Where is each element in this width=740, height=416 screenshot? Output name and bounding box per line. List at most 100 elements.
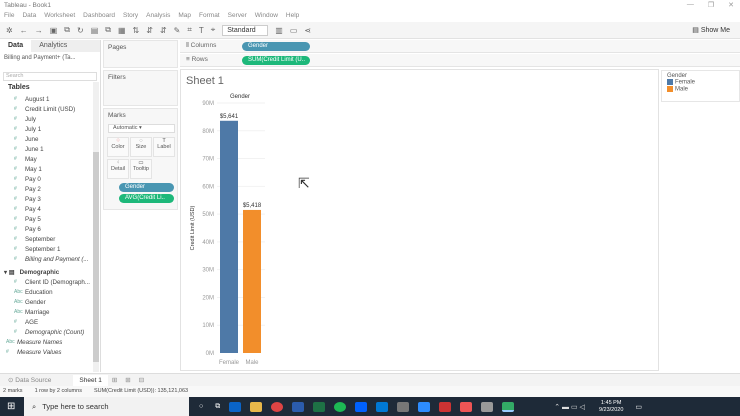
- close-button[interactable]: ✕: [728, 2, 734, 9]
- menu-help[interactable]: Help: [285, 12, 300, 19]
- notifications-icon[interactable]: ▭: [635, 403, 643, 411]
- dropbox-icon[interactable]: [355, 401, 368, 412]
- datasource-name[interactable]: Billing and Payment+ (Ta...: [0, 52, 100, 64]
- field-item[interactable]: Abc Gender: [0, 297, 100, 307]
- word-icon[interactable]: [292, 401, 305, 412]
- tableau-taskbar-icon[interactable]: [502, 401, 515, 412]
- field-item[interactable]: # Client ID (Demograph...: [0, 277, 100, 287]
- field-item[interactable]: Abc Marriage: [0, 307, 100, 317]
- field-item[interactable]: # May: [0, 154, 100, 164]
- rows-shelf[interactable]: ≡ Rows SUM(Credit Limit (U..: [180, 54, 740, 67]
- app-icon[interactable]: [397, 401, 410, 412]
- menu-data[interactable]: Data: [22, 12, 37, 19]
- field-item[interactable]: # AGE: [0, 317, 100, 327]
- tab-data[interactable]: Data: [8, 42, 24, 49]
- highlight-icon[interactable]: ✎: [173, 25, 181, 35]
- new-sheet-icon[interactable]: ▤: [90, 25, 99, 35]
- field-item[interactable]: # Pay 0: [0, 174, 100, 184]
- taskbar-search[interactable]: ⌕ Type here to search: [24, 397, 189, 416]
- file-explorer-icon[interactable]: [250, 401, 263, 412]
- search-input[interactable]: Search: [3, 72, 97, 81]
- menu-dashboard[interactable]: Dashboard: [83, 12, 115, 19]
- task-view-icon[interactable]: ⧉: [215, 402, 221, 410]
- menu-worksheet[interactable]: Worksheet: [44, 12, 76, 19]
- columns-shelf[interactable]: ⦀ Columns Gender: [180, 40, 740, 53]
- presentation-icon[interactable]: ▭: [289, 25, 298, 35]
- new-datasource-icon[interactable]: ⧉: [64, 25, 70, 34]
- clock[interactable]: 1:45 PM 9/23/2020: [599, 400, 623, 414]
- duplicate-icon[interactable]: ⧉: [105, 25, 111, 34]
- field-item[interactable]: # Pay 4: [0, 204, 100, 214]
- field-item[interactable]: # May 1: [0, 164, 100, 174]
- new-sheet-icon[interactable]: ⊞: [111, 377, 118, 384]
- app-icon-3[interactable]: [460, 401, 473, 412]
- spotify-icon[interactable]: [334, 401, 347, 412]
- field-item[interactable]: Abc Measure Names: [0, 337, 100, 347]
- menu-analysis[interactable]: Analysis: [146, 12, 171, 19]
- tab-data-source[interactable]: ⊙ Data Source: [8, 377, 52, 384]
- app-icon-4[interactable]: [481, 401, 494, 412]
- edge-icon[interactable]: [376, 401, 389, 412]
- field-item[interactable]: # Billing and Payment (...: [0, 254, 100, 264]
- menu-window[interactable]: Window: [254, 12, 278, 19]
- columns-gender-pill[interactable]: Gender: [242, 42, 310, 51]
- save-icon[interactable]: ▣: [49, 25, 58, 35]
- chrome-icon[interactable]: [271, 401, 284, 412]
- pages-card[interactable]: Pages: [103, 40, 178, 68]
- new-dashboard-icon[interactable]: ⊞: [125, 377, 131, 384]
- app-icon-2[interactable]: [439, 401, 452, 412]
- field-item[interactable]: # September: [0, 234, 100, 244]
- chart-icon[interactable]: ▥: [275, 25, 283, 35]
- menu-story[interactable]: Story: [122, 12, 139, 19]
- sort-desc-icon[interactable]: ⇵: [159, 25, 167, 35]
- field-item[interactable]: # Demographic (Count): [0, 327, 100, 337]
- field-item[interactable]: # June: [0, 134, 100, 144]
- tray-icons[interactable]: ⌃ ▬ ▭ ◁: [554, 403, 585, 411]
- pin-icon[interactable]: ⌖: [210, 25, 216, 34]
- swap-icon[interactable]: ⇅: [132, 25, 140, 35]
- field-item[interactable]: # July 1: [0, 124, 100, 134]
- excel-icon[interactable]: [313, 401, 326, 412]
- field-item[interactable]: # September 1: [0, 244, 100, 254]
- restore-button[interactable]: ❐: [707, 2, 715, 9]
- field-item[interactable]: # Pay 2: [0, 184, 100, 194]
- table-demographic[interactable]: ▾ ▤ Demographic: [0, 267, 100, 277]
- field-item[interactable]: # Pay 3: [0, 194, 100, 204]
- outlook-icon[interactable]: [229, 401, 242, 412]
- rows-sum-pill[interactable]: SUM(Credit Limit (U..: [242, 56, 310, 65]
- clear-icon[interactable]: ▦: [117, 25, 126, 35]
- field-item[interactable]: # Pay 6: [0, 224, 100, 234]
- labels-icon[interactable]: T: [198, 25, 204, 35]
- group-icon[interactable]: ⌗: [187, 25, 192, 34]
- minimize-button[interactable]: —: [686, 1, 694, 8]
- data-pane-scrollbar[interactable]: [93, 82, 99, 372]
- mark-type-dropdown[interactable]: Automatic ▾: [108, 124, 175, 133]
- label-button[interactable]: T Label: [153, 137, 175, 157]
- field-item[interactable]: # July: [0, 114, 100, 124]
- field-item[interactable]: # Measure Values: [0, 347, 100, 357]
- zoom-icon[interactable]: [418, 401, 431, 412]
- field-item[interactable]: # August 1: [0, 94, 100, 104]
- detail-button[interactable]: ⁖ Detail: [107, 159, 129, 179]
- tab-analytics[interactable]: Analytics: [31, 40, 100, 52]
- menu-file[interactable]: File: [4, 12, 15, 19]
- show-me-button[interactable]: ▤ Show Me: [692, 26, 730, 34]
- windows-start-icon[interactable]: ⊞: [7, 401, 16, 412]
- field-item[interactable]: # June 1: [0, 144, 100, 154]
- menu-server[interactable]: Server: [227, 12, 247, 19]
- sort-asc-icon[interactable]: ⇵: [146, 25, 153, 35]
- new-story-icon[interactable]: ⊟: [138, 377, 145, 384]
- field-item[interactable]: # Credit Limit (USD): [0, 104, 100, 114]
- size-button[interactable]: ◌ Size: [130, 137, 152, 157]
- pause-icon[interactable]: ↻: [76, 25, 84, 35]
- marks-avg-credit-pill[interactable]: AVG(Credit Li..: [119, 194, 174, 203]
- marks-gender-pill[interactable]: Gender: [119, 183, 174, 192]
- forward-icon[interactable]: →: [34, 25, 43, 35]
- fit-dropdown[interactable]: Standard: [222, 24, 269, 36]
- menu-map[interactable]: Map: [178, 12, 192, 19]
- tableau-icon[interactable]: ✲: [6, 25, 13, 35]
- legend-item-male[interactable]: Male: [667, 85, 734, 92]
- field-item[interactable]: # Pay 5: [0, 214, 100, 224]
- filters-card[interactable]: Filters: [103, 70, 178, 106]
- color-button[interactable]: ⁘ Color: [107, 137, 129, 157]
